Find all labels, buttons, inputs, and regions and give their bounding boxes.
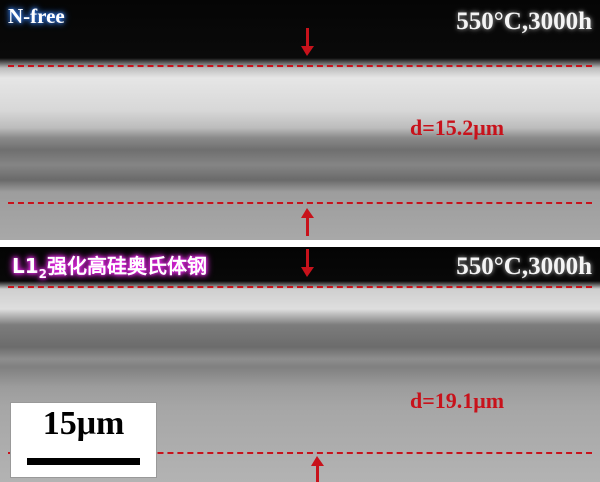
- thickness-label: d=15.2μm: [410, 115, 505, 140]
- condition-label: 550°C,3000h: [456, 8, 592, 35]
- micrograph-l12: L12强化高硅奥氏体钢 550°C,3000h d=19.1μm 15μm: [0, 247, 600, 482]
- condition-label: 550°C,3000h: [456, 253, 592, 280]
- sample-label: L12强化高硅奥氏体钢: [12, 254, 208, 281]
- interface-line: [8, 452, 592, 454]
- interface-line: [8, 202, 592, 204]
- surface-line: [8, 286, 592, 288]
- scale-label: 15μm: [42, 405, 125, 442]
- thickness-label: d=19.1μm: [410, 388, 505, 413]
- surface-line: [8, 65, 592, 67]
- micrograph-n-free: N-free 550°C,3000h d=15.2μm: [0, 0, 600, 240]
- arrow-down-icon: [301, 28, 314, 56]
- scale-bar: 15μm: [10, 402, 157, 478]
- sample-label: N-free: [8, 4, 65, 28]
- arrow-up-icon: [301, 208, 314, 236]
- arrow-up-icon: [311, 456, 324, 482]
- arrow-down-icon: [301, 249, 314, 277]
